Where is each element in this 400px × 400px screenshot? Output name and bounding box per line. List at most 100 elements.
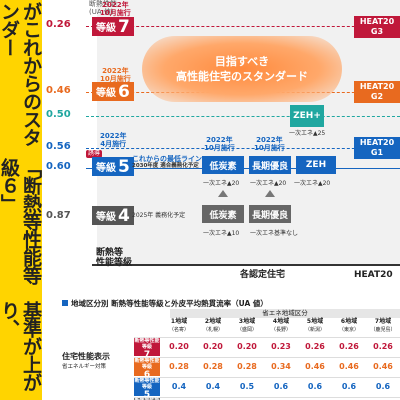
choki-old-note: 一次エネ基準なし xyxy=(250,230,299,237)
table-row-divider xyxy=(134,337,400,338)
grade7-badge: 等級 7 xyxy=(92,16,134,37)
y-value-046: 0.46 xyxy=(46,85,71,96)
y-value-060: 0.60 xyxy=(46,161,71,172)
grade5-desc: これからの最低ライン 2030年度 適合義務化予定 xyxy=(132,156,202,170)
goal-standard-callout: 目指すべき 高性能住宅のスタンダード xyxy=(142,36,342,102)
choki-date-month: 10月施行 xyxy=(254,144,285,152)
choki-old-box: 長期優良 xyxy=(249,205,291,223)
table-column-city: （盛岡） xyxy=(236,327,257,333)
table-cell: 0.4 xyxy=(205,382,221,391)
table-column-region: 2地域 xyxy=(204,318,222,325)
table-row-divider xyxy=(134,397,400,398)
table-cell: 0.6 xyxy=(273,382,289,391)
grade4-badge: 等級 4 xyxy=(92,206,134,226)
grade7-number: 7 xyxy=(118,16,130,37)
grade5-date-month: 4月施行 xyxy=(100,140,127,148)
table-cell: 0.26 xyxy=(339,342,359,351)
choki-up-arrow-icon xyxy=(265,190,275,197)
axis-caption-grade-line1: 断熱等 xyxy=(96,248,124,258)
y-value-087: 0.87 xyxy=(46,210,71,221)
table-column-header: 4地域 （長野） xyxy=(264,318,298,336)
table-cell: 0.46 xyxy=(373,362,393,371)
y-value-050: 0.50 xyxy=(46,109,71,120)
table-title-square-icon xyxy=(62,300,68,306)
choki-date-year: 2022年 xyxy=(256,136,283,144)
grade6-number: 6 xyxy=(118,81,130,102)
ua-axis-label-line2: (UA 値) xyxy=(89,8,114,16)
teitanso-new-box: 低炭素 xyxy=(202,156,244,174)
grade7-prefix: 等級 xyxy=(96,23,116,34)
table-grade-label: 断熱等性能等級 xyxy=(134,358,160,370)
grade7-date-month: 10月施行 xyxy=(100,9,131,17)
heat20-g3-grade: G3 xyxy=(370,27,384,36)
table-column-city: （新潟） xyxy=(304,327,325,333)
table-grade-label: 断熱等性能等級 xyxy=(134,378,160,390)
table-cell: 0.4 xyxy=(171,382,187,391)
grade6-prefix: 等級 xyxy=(96,88,116,99)
heat20-g1-box: HEAT20 G1 xyxy=(354,137,400,159)
table-column-region: 5地域 xyxy=(306,318,324,325)
choki-new-note: 一次エネ▲20 xyxy=(250,180,287,187)
zeh-note: 一次エネ▲20 xyxy=(294,180,331,187)
table-column-header: 1地域 （名寄） xyxy=(162,318,196,336)
table-cell: 0.28 xyxy=(203,362,223,371)
table-cell: 0.20 xyxy=(237,342,257,351)
table-title-text: 地域区分別 断熱等性能等級と外皮平均熱貫流率（UA 値） xyxy=(71,299,268,308)
guide-line-026 xyxy=(86,26,400,27)
grade6-date-month: 10月施行 xyxy=(100,75,131,83)
heat20-g2-grade: G2 xyxy=(370,92,384,101)
performance-chart: 断熱性能 (UA 値) 0.26 0.46 0.50 0.56 0.60 0.8… xyxy=(42,0,400,292)
grade5-number: 5 xyxy=(118,156,130,177)
table-column-region: 1地域 xyxy=(170,318,188,325)
table-cell: 0.28 xyxy=(169,362,189,371)
table-cell: 0.23 xyxy=(271,342,291,351)
grade6-date: 2022年 10月施行 xyxy=(100,67,131,83)
table-cell: 0.26 xyxy=(373,342,393,351)
teitanso-new-note: 一次エネ▲20 xyxy=(203,180,240,187)
grade7-date: 2022年 10月施行 xyxy=(100,1,131,17)
table-title: 地域区分別 断熱等性能等級と外皮平均熱貫流率（UA 値） xyxy=(62,298,268,309)
y-value-026: 0.26 xyxy=(46,19,71,30)
table-group-header: 省エネ地域区分 xyxy=(170,309,400,318)
table-column-region: 4地域 xyxy=(272,318,290,325)
grade5-badge: 等級 5 xyxy=(92,156,134,177)
table-row-label-sub: 省エネルギー対策 xyxy=(62,364,107,370)
teitanso-old-note: 一次エネ▲10 xyxy=(203,230,240,237)
table-column-region: 7地域 xyxy=(374,318,392,325)
table-column-header: 5地域 （新潟） xyxy=(298,318,332,336)
table-cell: 0.6 xyxy=(375,382,391,391)
choki-date: 2022年 10月施行 xyxy=(254,136,285,152)
choki-new-box: 長期優良 xyxy=(249,156,291,174)
teitanso-up-arrow-icon xyxy=(218,190,228,197)
table-cell: 0.46 xyxy=(305,362,325,371)
table-grade-number: 6 xyxy=(143,370,151,380)
teitanso-date-year: 2022年 xyxy=(206,136,233,144)
grade6-date-year: 2022年 xyxy=(102,67,129,75)
table-column-city: （東京） xyxy=(338,327,359,333)
grade5-prefix: 等級 xyxy=(96,163,116,174)
grade5-date-year: 2022年 xyxy=(100,132,127,140)
axis-caption-certified: 各認定住宅 xyxy=(240,270,286,280)
heat20-g2-box: HEAT20 G2 xyxy=(354,81,400,103)
x-axis-line xyxy=(92,264,400,266)
zeh-plus-box: ZEH+ xyxy=(290,105,324,127)
guide-line-050 xyxy=(86,116,400,117)
heat20-g1-title: HEAT20 xyxy=(359,138,395,147)
table-row-divider xyxy=(134,377,400,378)
table-column-city: （札幌） xyxy=(202,327,223,333)
teitanso-old-box: 低炭素 xyxy=(202,205,244,223)
goal-line2: 高性能住宅のスタンダード xyxy=(176,70,308,83)
y-value-056: 0.56 xyxy=(46,141,71,152)
headline-col-2: 「断熱等性能等級６」 xyxy=(0,158,42,285)
ua-axis-label: 断熱性能 (UA 値) xyxy=(89,0,117,16)
table-column-region: 3地域 xyxy=(238,318,256,325)
table-column-header: 6地域 （東京） xyxy=(332,318,366,336)
goal-line1: 目指すべき xyxy=(214,55,270,68)
table-column-header: 7地域 （鹿児島） xyxy=(366,318,400,336)
headline-col-3: 基準が上がり、 xyxy=(0,300,42,391)
table-column-city: （名寄） xyxy=(168,327,189,333)
table-cell: 0.46 xyxy=(339,362,359,371)
headline-banner xyxy=(0,0,42,400)
table-column-city: （鹿児島） xyxy=(370,327,396,333)
grade5-tag: 誘導 xyxy=(86,150,103,158)
